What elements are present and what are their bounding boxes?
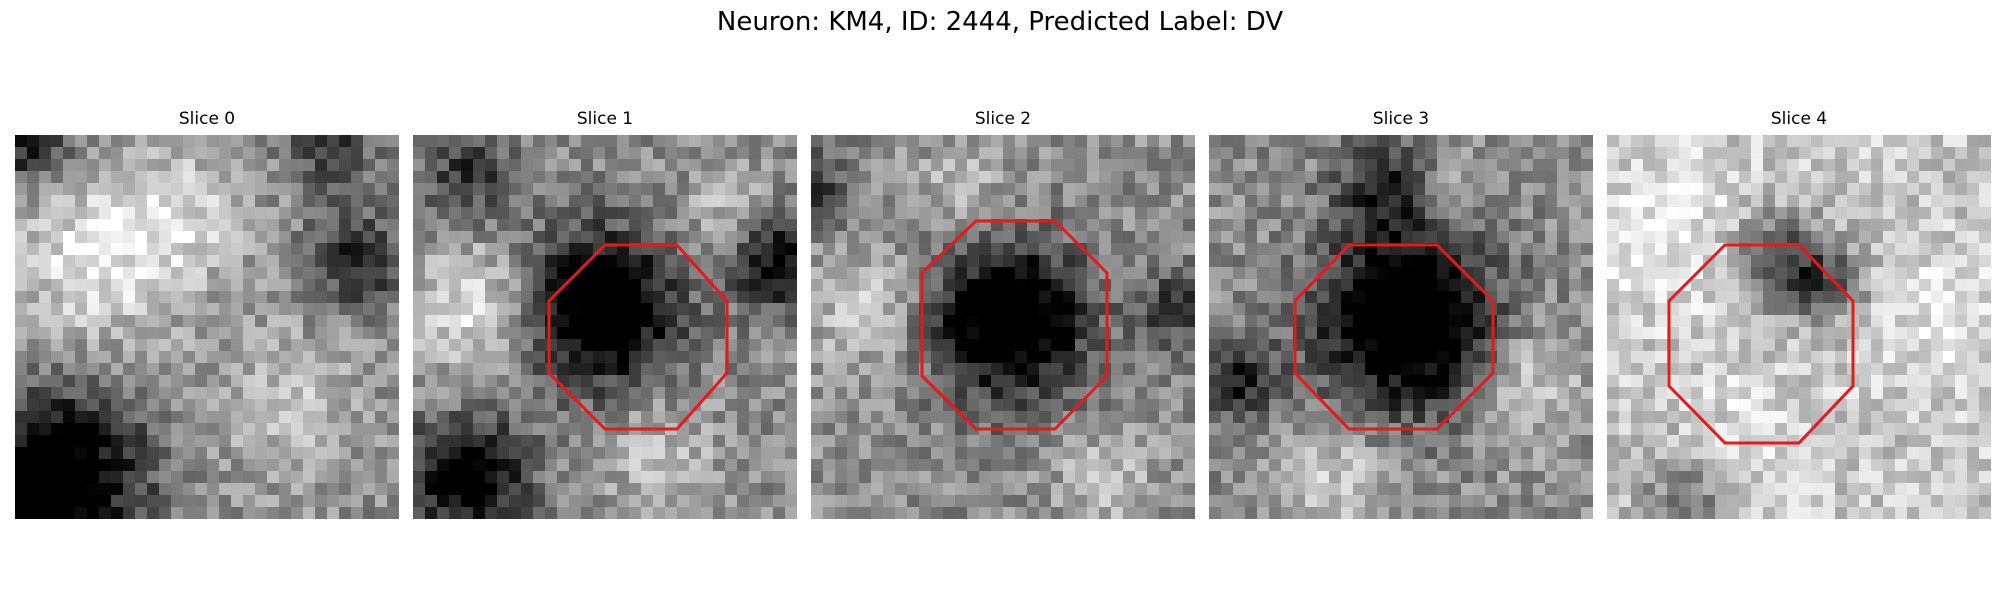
- slice-3-image: [1209, 135, 1593, 519]
- figure-title: Neuron: KM4, ID: 2444, Predicted Label: …: [716, 7, 1284, 37]
- slice-4-title: Slice 4: [1770, 109, 1828, 129]
- slice-1-image: [413, 135, 797, 519]
- slice-4-image: [1607, 135, 1991, 519]
- slice-1-title: Slice 1: [576, 109, 634, 129]
- slice-0-title: Slice 0: [178, 109, 236, 129]
- slice-2-title: Slice 2: [974, 109, 1032, 129]
- slice-2-image: [811, 135, 1195, 519]
- slice-3-title: Slice 3: [1372, 109, 1430, 129]
- slice-0-image: [15, 135, 399, 519]
